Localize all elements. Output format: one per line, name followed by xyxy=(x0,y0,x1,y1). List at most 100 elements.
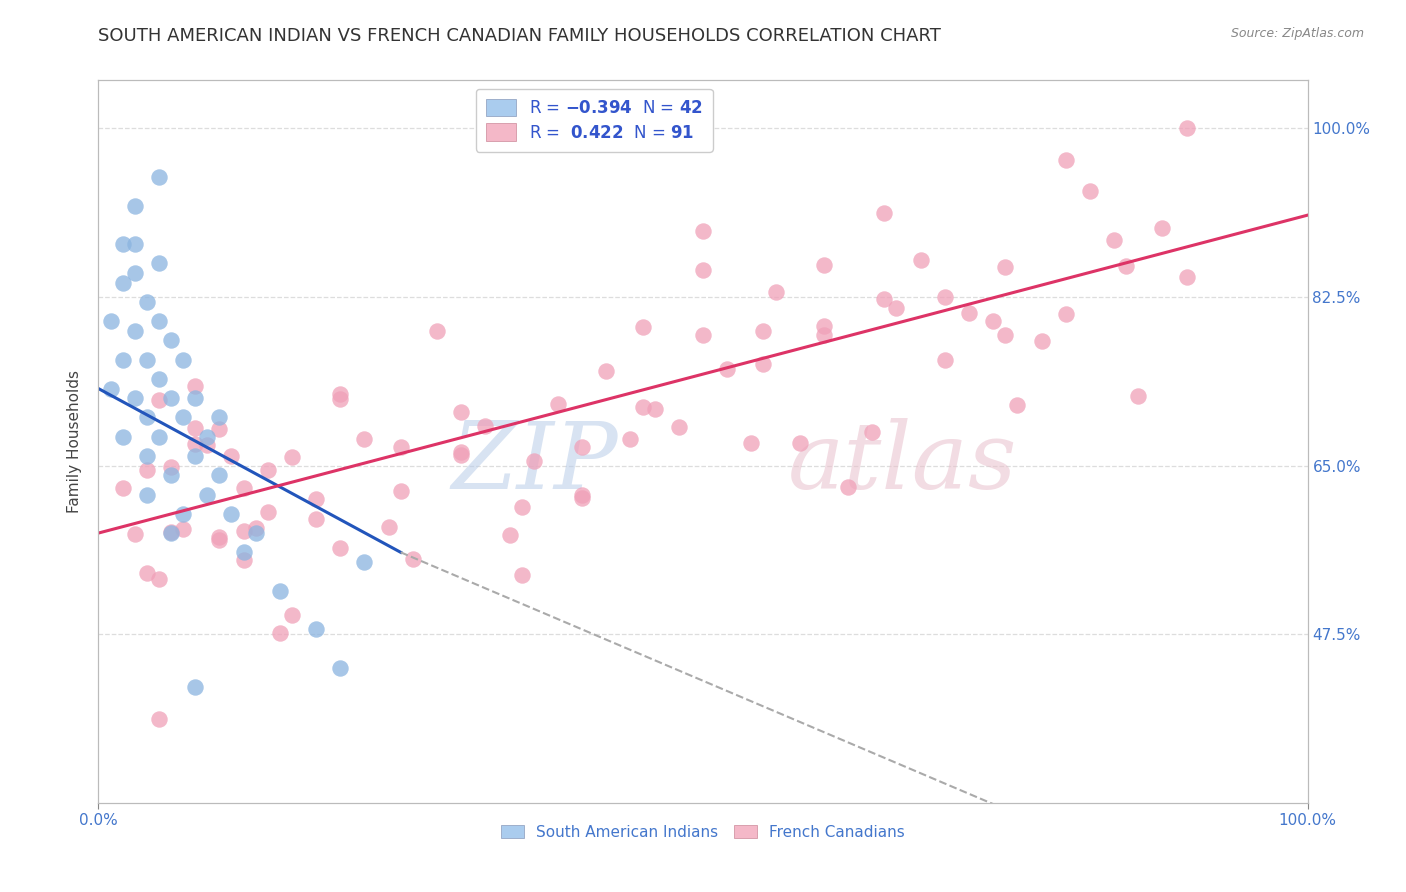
Point xyxy=(160,459,183,474)
Point xyxy=(232,524,254,538)
Point xyxy=(184,391,207,405)
Point xyxy=(1054,307,1077,321)
Point xyxy=(692,224,714,238)
Point xyxy=(305,512,328,526)
Point xyxy=(402,552,425,566)
Point xyxy=(571,487,593,501)
Point xyxy=(934,290,956,304)
Point xyxy=(692,327,714,342)
Point xyxy=(389,440,412,454)
Point xyxy=(172,352,194,367)
Point xyxy=(1152,221,1174,235)
Point xyxy=(813,258,835,272)
Point xyxy=(111,482,134,496)
Point xyxy=(221,450,243,464)
Point xyxy=(281,608,304,623)
Point xyxy=(232,481,254,495)
Point xyxy=(595,363,617,377)
Point xyxy=(1078,184,1101,198)
Point xyxy=(619,433,641,447)
Point xyxy=(100,314,122,328)
Text: atlas: atlas xyxy=(787,418,1017,508)
Point xyxy=(281,450,304,464)
Point xyxy=(813,327,835,342)
Point xyxy=(269,625,291,640)
Point xyxy=(1007,398,1029,412)
Point xyxy=(1175,269,1198,284)
Point xyxy=(208,533,231,547)
Point xyxy=(740,436,762,450)
Point xyxy=(232,545,254,559)
Point xyxy=(184,680,207,694)
Point xyxy=(160,391,183,405)
Point xyxy=(716,361,738,376)
Point xyxy=(305,623,328,637)
Point xyxy=(124,527,146,541)
Point xyxy=(221,507,243,521)
Point xyxy=(668,420,690,434)
Point xyxy=(752,324,775,338)
Point xyxy=(172,410,194,425)
Point xyxy=(474,419,496,434)
Point xyxy=(232,552,254,566)
Point xyxy=(135,449,157,463)
Point xyxy=(377,520,399,534)
Point xyxy=(256,505,278,519)
Point xyxy=(886,301,908,315)
Point xyxy=(148,712,170,726)
Text: Source: ZipAtlas.com: Source: ZipAtlas.com xyxy=(1230,27,1364,40)
Point xyxy=(195,438,218,452)
Point xyxy=(148,573,170,587)
Point xyxy=(160,468,183,483)
Point xyxy=(329,661,352,675)
Point xyxy=(994,327,1017,342)
Point xyxy=(571,491,593,505)
Point xyxy=(148,169,170,184)
Point xyxy=(1128,388,1150,402)
Point xyxy=(124,266,146,280)
Point xyxy=(765,285,787,299)
Point xyxy=(148,392,170,407)
Point xyxy=(523,453,546,467)
Point xyxy=(100,382,122,396)
Point xyxy=(450,445,472,459)
Point xyxy=(1115,259,1137,273)
Point xyxy=(148,372,170,386)
Text: ZIP: ZIP xyxy=(451,418,619,508)
Point xyxy=(994,260,1017,274)
Point xyxy=(208,410,231,425)
Point xyxy=(195,430,218,444)
Point xyxy=(160,524,183,539)
Legend: South American Indians, French Canadians: South American Indians, French Canadians xyxy=(495,819,911,846)
Point xyxy=(124,324,146,338)
Point xyxy=(245,521,267,535)
Point xyxy=(269,583,291,598)
Point xyxy=(1175,121,1198,136)
Point xyxy=(135,463,157,477)
Point xyxy=(353,432,375,446)
Point xyxy=(135,487,157,501)
Point xyxy=(1031,334,1053,348)
Point xyxy=(813,319,835,334)
Text: SOUTH AMERICAN INDIAN VS FRENCH CANADIAN FAMILY HOUSEHOLDS CORRELATION CHART: SOUTH AMERICAN INDIAN VS FRENCH CANADIAN… xyxy=(98,27,941,45)
Point xyxy=(789,435,811,450)
Point xyxy=(124,237,146,252)
Point xyxy=(510,500,533,514)
Point xyxy=(245,526,267,541)
Point xyxy=(426,324,449,338)
Point xyxy=(195,487,218,501)
Point xyxy=(208,422,231,436)
Point xyxy=(353,555,375,569)
Point xyxy=(873,205,896,219)
Point xyxy=(124,391,146,405)
Point xyxy=(148,256,170,270)
Point xyxy=(184,379,207,393)
Point xyxy=(631,400,654,414)
Point xyxy=(450,448,472,462)
Point xyxy=(172,507,194,521)
Point xyxy=(631,320,654,334)
Point xyxy=(934,353,956,368)
Point xyxy=(837,480,859,494)
Point xyxy=(873,292,896,306)
Point xyxy=(148,430,170,444)
